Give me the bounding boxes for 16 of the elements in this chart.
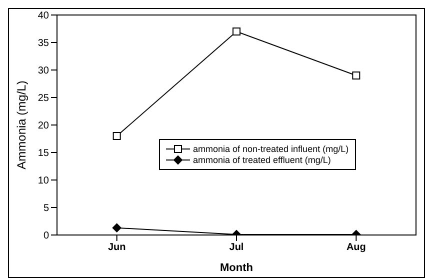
y-tick-label: 15 xyxy=(38,148,50,160)
y-tick-label: 5 xyxy=(43,203,50,214)
x-tick-label: Aug xyxy=(346,242,366,254)
x-tick-label: Jul xyxy=(229,242,244,254)
y-axis-title: Ammonia (mg/L) xyxy=(14,80,28,170)
legend-label: ammonia of non-treated influent (mg/L) xyxy=(193,144,349,154)
y-tick-label: 40 xyxy=(38,10,50,22)
y-tick-label: 20 xyxy=(38,120,50,132)
y-tick-label: 10 xyxy=(38,176,50,187)
y-tick-label: 30 xyxy=(38,66,50,77)
x-tick-label: Jun xyxy=(108,242,126,254)
y-tick-label: 0 xyxy=(43,230,50,242)
y-tick-label: 25 xyxy=(38,93,50,104)
legend-label: ammonia of treated effluent (mg/L) xyxy=(193,155,331,165)
y-tick-label: 35 xyxy=(38,38,50,50)
x-axis-title: Month xyxy=(220,262,254,274)
